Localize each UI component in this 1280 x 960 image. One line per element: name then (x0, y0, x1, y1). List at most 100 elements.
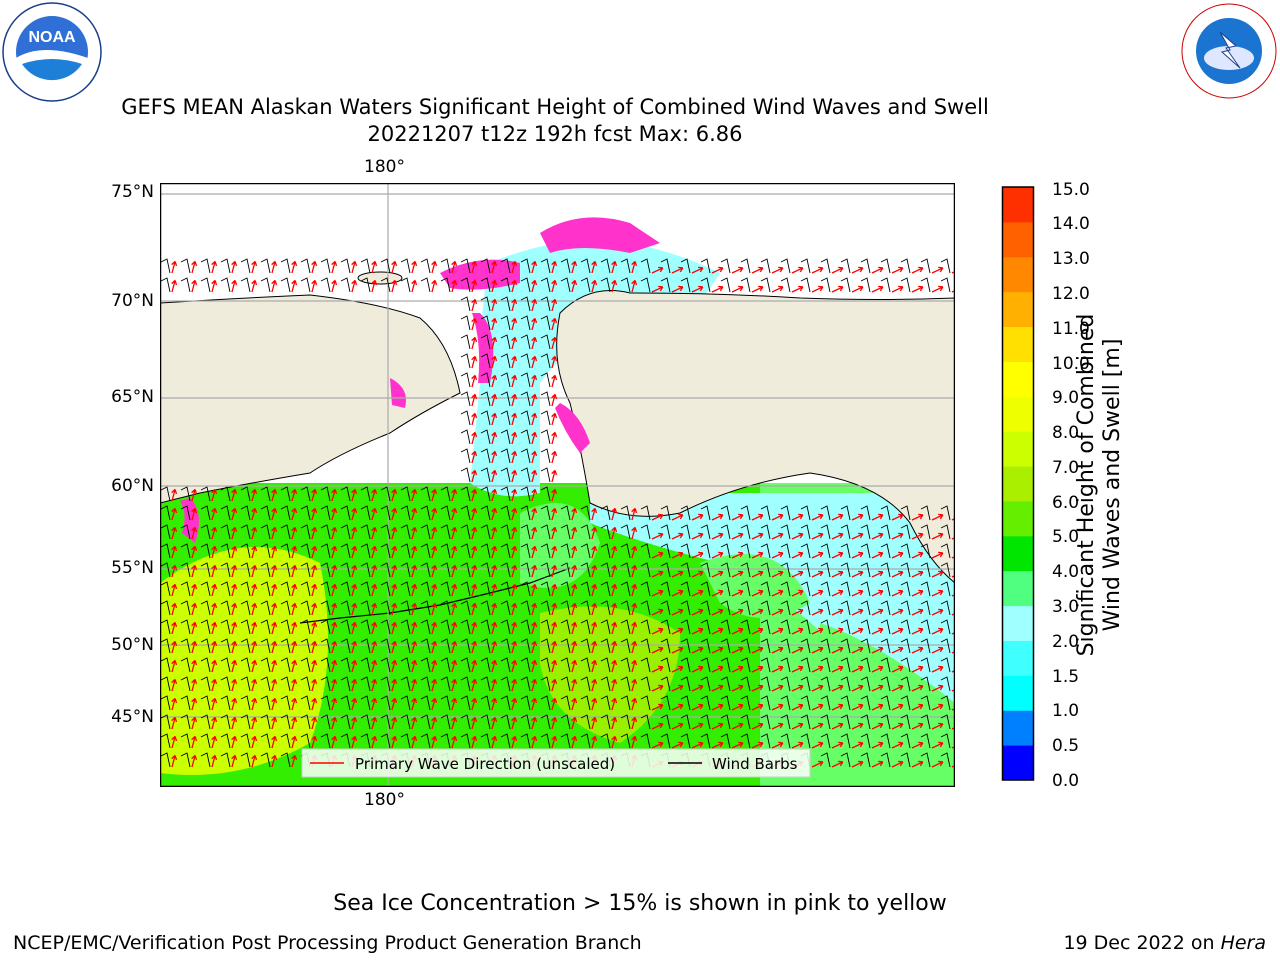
wave-direction-arrow (811, 646, 824, 654)
wind-barb (160, 657, 171, 673)
wave-direction-arrow (331, 697, 338, 711)
wave-direction-arrow (791, 285, 804, 293)
wave-direction-arrow (831, 513, 844, 521)
wind-barb (600, 676, 611, 692)
wind-barb (860, 619, 871, 635)
wind-barb (560, 581, 571, 597)
wind-barb (620, 619, 631, 635)
wind-barb (540, 714, 551, 730)
wave-direction-arrow (451, 678, 458, 692)
wave-direction-arrow (431, 659, 438, 673)
wind-barb (220, 505, 231, 521)
wave-direction-arrow (471, 317, 478, 331)
wave-direction-arrow (911, 589, 924, 597)
wind-barb (920, 638, 931, 654)
wind-barb (500, 353, 511, 369)
wave-direction-arrow (191, 526, 198, 540)
wind-barb (400, 733, 411, 749)
wind-barb (240, 543, 251, 559)
wind-barb (220, 752, 231, 768)
wave-direction-arrow (431, 545, 438, 559)
wave-direction-arrow (671, 285, 684, 293)
wind-barb (600, 543, 611, 559)
wave-direction-arrow (411, 564, 418, 578)
cb-tick-14: 14.0 (1052, 214, 1090, 234)
wind-barb (760, 505, 771, 521)
wave-direction-arrow (751, 266, 764, 274)
wave-direction-arrow (831, 285, 844, 293)
wind-barb (580, 695, 591, 711)
wave-direction-arrow (171, 279, 178, 293)
wave-direction-arrow (751, 608, 764, 616)
wind-barb (440, 619, 451, 635)
wave-direction-arrow (591, 716, 598, 730)
wave-direction-arrow (411, 545, 418, 559)
wave-direction-arrow (471, 279, 478, 293)
wave-direction-arrow (251, 659, 258, 673)
wave-direction-arrow (491, 716, 498, 730)
wave-direction-arrow (871, 665, 884, 673)
wind-barb (940, 600, 951, 616)
wind-barb (480, 410, 491, 426)
wind-barb (280, 505, 291, 521)
wind-barb (740, 600, 751, 616)
wind-barb (400, 619, 411, 635)
wind-barb (660, 600, 671, 616)
wind-barb (880, 695, 891, 711)
wind-barb (220, 638, 231, 654)
wave-direction-arrow (451, 488, 458, 502)
wave-direction-arrow (471, 697, 478, 711)
wave-direction-arrow (291, 659, 298, 673)
nws-logo (1180, 2, 1278, 100)
wind-barb (480, 391, 491, 407)
wave-direction-arrow (791, 570, 804, 578)
wave-direction-arrow (671, 570, 684, 578)
wind-barb (600, 600, 611, 616)
wave-direction-arrow (411, 697, 418, 711)
wind-barb (360, 695, 371, 711)
wind-barb (200, 543, 211, 559)
wind-barb (320, 505, 331, 521)
wind-barb (500, 467, 511, 483)
wind-barb (600, 695, 611, 711)
wave-direction-arrow (771, 627, 784, 635)
wave-direction-arrow (191, 716, 198, 730)
wind-barb (760, 600, 771, 616)
wave-direction-arrow (351, 716, 358, 730)
wave-direction-arrow (831, 532, 844, 540)
wave-direction-arrow (171, 697, 178, 711)
wave-direction-arrow (771, 570, 784, 578)
wind-barb (340, 600, 351, 616)
wind-barb (520, 619, 531, 635)
wind-barb (700, 543, 711, 559)
wind-barb (900, 695, 911, 711)
wind-barb (260, 524, 271, 540)
wind-barb (620, 562, 631, 578)
wave-direction-arrow (191, 488, 198, 502)
wave-direction-arrow (931, 627, 944, 635)
wave-direction-arrow (551, 393, 558, 407)
wind-barb (560, 505, 571, 521)
wind-barb (860, 524, 871, 540)
wind-barb (440, 543, 451, 559)
wind-barb (800, 600, 811, 616)
wind-barb (520, 353, 531, 369)
wave-direction-arrow (931, 703, 944, 711)
wind-barb (660, 524, 671, 540)
wind-barb (720, 562, 731, 578)
wind-barb (300, 277, 311, 293)
wind-barb (400, 714, 411, 730)
wave-direction-arrow (471, 488, 478, 502)
wave-direction-arrow (591, 697, 598, 711)
wave-direction-arrow (831, 627, 844, 635)
wave-direction-arrow (531, 659, 538, 673)
wave-direction-arrow (511, 659, 518, 673)
wave-direction-arrow (691, 570, 704, 578)
wind-barb (280, 733, 291, 749)
wave-direction-arrow (551, 659, 558, 673)
wave-direction-arrow (831, 722, 844, 730)
wave-direction-arrow (351, 621, 358, 635)
wave-direction-arrow (551, 260, 558, 274)
wave-direction-arrow (411, 735, 418, 749)
wind-barb (780, 714, 791, 730)
